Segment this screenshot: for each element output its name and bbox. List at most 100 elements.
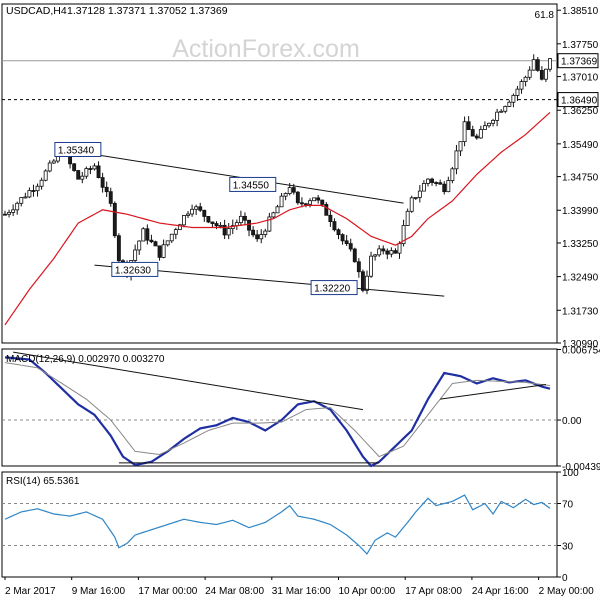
candle-body bbox=[348, 243, 353, 250]
candle-body bbox=[369, 255, 373, 277]
candle-body bbox=[519, 81, 524, 90]
macd-title: MACD(12,26,9) 0.002970 0.003270 bbox=[6, 354, 165, 365]
candle-body bbox=[312, 197, 317, 202]
time-axis-label: 17 Mar 00:00 bbox=[138, 586, 197, 597]
candle-body bbox=[108, 191, 113, 204]
candle-body bbox=[393, 250, 398, 254]
candle-body bbox=[491, 119, 496, 124]
candle-body bbox=[202, 209, 207, 217]
candle-body bbox=[51, 160, 56, 164]
candle-body bbox=[279, 195, 284, 208]
candle-body bbox=[499, 110, 504, 113]
candle-body bbox=[267, 216, 272, 232]
candle-body bbox=[251, 229, 256, 236]
rsi-axis-label: 70 bbox=[562, 500, 574, 511]
candle-body bbox=[360, 271, 365, 291]
candle-body bbox=[482, 125, 487, 130]
candle-body bbox=[214, 223, 219, 227]
candle-body bbox=[194, 206, 199, 210]
candle-body bbox=[263, 230, 268, 235]
candle-body bbox=[11, 209, 16, 213]
candle-body bbox=[474, 135, 479, 139]
candle-body bbox=[511, 95, 516, 103]
candle-body bbox=[397, 243, 402, 254]
support-price-box bbox=[557, 92, 599, 108]
candle-body bbox=[438, 182, 443, 185]
time-axis-label: 10 Apr 00:00 bbox=[339, 586, 396, 597]
candle-body bbox=[405, 210, 410, 226]
candle-body bbox=[255, 234, 260, 240]
candle-body bbox=[149, 239, 154, 243]
price-axis-label: 1.32490 bbox=[562, 273, 599, 284]
candle-body bbox=[365, 275, 369, 291]
candle-body bbox=[198, 206, 203, 211]
candle-body bbox=[169, 233, 174, 242]
rsi-axis-label: 0 bbox=[562, 573, 568, 584]
candle-body bbox=[133, 249, 138, 261]
candle-body bbox=[80, 175, 85, 180]
rsi-pane-frame bbox=[1, 471, 558, 578]
candle-body bbox=[7, 211, 12, 215]
candle-body bbox=[356, 261, 361, 273]
candle-body bbox=[316, 197, 321, 201]
price-axis-label: 1.37010 bbox=[562, 73, 599, 84]
candle-body bbox=[259, 234, 264, 240]
candle-body bbox=[462, 121, 467, 143]
candle-body bbox=[442, 183, 447, 193]
candle-body bbox=[340, 234, 345, 242]
price-annotation-box bbox=[111, 261, 159, 277]
candle-body bbox=[104, 186, 109, 193]
candle-body bbox=[531, 59, 536, 71]
candle-body bbox=[271, 212, 276, 218]
candle-body bbox=[173, 229, 178, 235]
symbol-label: USDCAD,H4 bbox=[6, 5, 67, 17]
candle-body bbox=[19, 197, 24, 204]
candle-body bbox=[320, 199, 325, 205]
grid-layer bbox=[1, 3, 599, 580]
candle-body bbox=[182, 215, 186, 226]
candle-body bbox=[523, 76, 528, 82]
candle-body bbox=[190, 208, 195, 215]
signal-line bbox=[4, 362, 551, 458]
price-axis-label: 1.37750 bbox=[562, 40, 599, 51]
candle-body bbox=[210, 221, 215, 224]
candle-body bbox=[72, 163, 77, 171]
candle-body bbox=[421, 183, 426, 192]
candle-body bbox=[332, 221, 337, 231]
candle-body bbox=[238, 215, 243, 224]
price-annotation-box bbox=[229, 176, 277, 192]
candle-body bbox=[495, 111, 500, 121]
main-pane-frame bbox=[1, 3, 558, 344]
candle-body bbox=[487, 122, 491, 127]
rsi-title: RSI(14) 65.5361 bbox=[6, 476, 80, 487]
price-axis-label: 1.36250 bbox=[562, 106, 599, 117]
support-price-box-label: 1.36490 bbox=[561, 96, 598, 107]
candle-body bbox=[515, 88, 520, 96]
ohlc-label: 1.37128 1.37371 1.37052 1.37369 bbox=[67, 5, 228, 17]
series-layer: 1.35340 1.34550 1.32630 1.32220 bbox=[3, 54, 552, 555]
price-axis-label: 1.33250 bbox=[562, 239, 599, 250]
candle-body bbox=[535, 59, 540, 71]
candle-body bbox=[43, 170, 48, 181]
candle-body bbox=[92, 165, 97, 170]
candle-body bbox=[308, 200, 312, 205]
candle-body bbox=[100, 177, 105, 188]
time-axis-label: 24 Mar 08:00 bbox=[205, 586, 264, 597]
fib-level-label: 61.8 bbox=[535, 10, 555, 21]
axis-label-layer: 1.38510 1.37750 1.37010 1.36250 1.35490 1.347… bbox=[5, 6, 600, 597]
price-annotation-label: 1.34550 bbox=[233, 180, 270, 191]
candle-body bbox=[76, 170, 81, 180]
candle-body bbox=[35, 185, 40, 192]
time-axis-label: 9 Mar 16:00 bbox=[72, 586, 126, 597]
price-axis-label: 1.34750 bbox=[562, 173, 599, 184]
candle-body bbox=[23, 196, 28, 199]
candle-body bbox=[218, 224, 223, 227]
candle-body bbox=[226, 228, 231, 236]
candle-body bbox=[470, 129, 475, 137]
price-annotation-box bbox=[310, 280, 358, 296]
macd-trendline bbox=[13, 351, 363, 411]
candle-body bbox=[31, 190, 36, 192]
candle-body bbox=[430, 178, 434, 183]
